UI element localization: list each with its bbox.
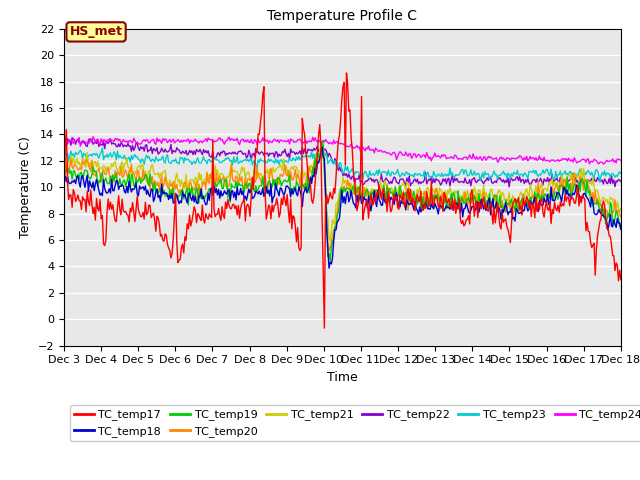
TC_temp19 bbox=[318, 138, 326, 144]
TC_temp17 bbox=[617, 276, 625, 282]
TC_temp19 bbox=[617, 221, 625, 227]
TC_temp18 bbox=[472, 207, 479, 213]
TC_temp19 bbox=[234, 186, 241, 192]
TC_temp24 bbox=[60, 138, 68, 144]
TC_temp20 bbox=[401, 191, 408, 197]
Line: TC_temp23: TC_temp23 bbox=[64, 148, 621, 182]
TC_temp21 bbox=[326, 238, 334, 243]
TC_temp22 bbox=[60, 137, 68, 143]
TC_temp23 bbox=[296, 157, 304, 163]
Line: TC_temp20: TC_temp20 bbox=[64, 152, 621, 251]
TC_temp18 bbox=[325, 265, 333, 271]
Title: Temperature Profile C: Temperature Profile C bbox=[268, 10, 417, 24]
Line: TC_temp21: TC_temp21 bbox=[64, 146, 621, 240]
TC_temp20 bbox=[60, 177, 68, 183]
Y-axis label: Temperature (C): Temperature (C) bbox=[19, 136, 32, 238]
TC_temp17 bbox=[401, 204, 408, 210]
TC_temp21 bbox=[472, 189, 479, 195]
Line: TC_temp19: TC_temp19 bbox=[64, 141, 621, 261]
TC_temp18 bbox=[318, 144, 326, 150]
TC_temp22 bbox=[375, 185, 383, 191]
TC_temp17 bbox=[568, 195, 576, 201]
TC_temp19 bbox=[401, 191, 408, 197]
TC_temp18 bbox=[617, 227, 625, 232]
TC_temp24 bbox=[399, 152, 407, 158]
TC_temp18 bbox=[401, 200, 408, 205]
TC_temp19 bbox=[60, 169, 68, 175]
TC_temp19 bbox=[295, 183, 303, 189]
X-axis label: Time: Time bbox=[327, 371, 358, 384]
TC_temp20 bbox=[318, 149, 326, 155]
TC_temp24 bbox=[470, 155, 478, 160]
TC_temp18 bbox=[295, 184, 303, 190]
TC_temp23 bbox=[234, 160, 242, 166]
TC_temp22 bbox=[568, 177, 576, 182]
TC_temp21 bbox=[617, 206, 625, 212]
TC_temp24 bbox=[234, 140, 242, 145]
TC_temp17 bbox=[295, 245, 303, 251]
TC_temp21 bbox=[60, 155, 68, 160]
TC_temp23 bbox=[60, 146, 68, 152]
TC_temp17 bbox=[234, 212, 241, 218]
TC_temp18 bbox=[568, 192, 576, 198]
Line: TC_temp22: TC_temp22 bbox=[64, 138, 621, 188]
TC_temp22 bbox=[234, 149, 242, 155]
TC_temp17 bbox=[342, 70, 350, 76]
TC_temp20 bbox=[374, 190, 381, 195]
TC_temp24 bbox=[567, 158, 575, 164]
Line: TC_temp24: TC_temp24 bbox=[64, 137, 621, 164]
TC_temp22 bbox=[617, 179, 625, 184]
TC_temp22 bbox=[401, 180, 408, 186]
TC_temp19 bbox=[472, 199, 479, 204]
TC_temp23 bbox=[470, 168, 478, 174]
TC_temp24 bbox=[89, 134, 97, 140]
TC_temp20 bbox=[325, 248, 333, 254]
TC_temp20 bbox=[472, 194, 479, 200]
TC_temp23 bbox=[567, 169, 575, 175]
TC_temp19 bbox=[374, 187, 381, 193]
TC_temp21 bbox=[401, 183, 408, 189]
TC_temp24 bbox=[600, 161, 607, 167]
Text: HS_met: HS_met bbox=[70, 25, 123, 38]
TC_temp17 bbox=[60, 193, 68, 199]
TC_temp20 bbox=[234, 174, 241, 180]
TC_temp18 bbox=[374, 188, 381, 193]
TC_temp23 bbox=[596, 179, 604, 185]
TC_temp20 bbox=[295, 174, 303, 180]
TC_temp20 bbox=[568, 190, 576, 196]
TC_temp21 bbox=[374, 188, 381, 194]
TC_temp23 bbox=[99, 145, 106, 151]
TC_temp18 bbox=[60, 173, 68, 179]
TC_temp22 bbox=[472, 179, 479, 184]
Line: TC_temp18: TC_temp18 bbox=[64, 147, 621, 268]
TC_temp17 bbox=[374, 193, 381, 199]
TC_temp21 bbox=[319, 144, 327, 149]
TC_temp23 bbox=[373, 168, 381, 173]
TC_temp19 bbox=[326, 258, 334, 264]
TC_temp18 bbox=[234, 184, 241, 190]
Legend: TC_temp17, TC_temp18, TC_temp19, TC_temp20, TC_temp21, TC_temp22, TC_temp23, TC_: TC_temp17, TC_temp18, TC_temp19, TC_temp… bbox=[70, 405, 640, 441]
TC_temp24 bbox=[296, 136, 304, 142]
TC_temp22 bbox=[68, 135, 76, 141]
Line: TC_temp17: TC_temp17 bbox=[64, 73, 621, 328]
TC_temp19 bbox=[568, 190, 576, 195]
TC_temp21 bbox=[295, 168, 303, 174]
TC_temp17 bbox=[472, 199, 479, 205]
TC_temp23 bbox=[617, 170, 625, 176]
TC_temp21 bbox=[568, 172, 576, 178]
TC_temp21 bbox=[234, 169, 241, 175]
TC_temp22 bbox=[373, 177, 381, 182]
TC_temp22 bbox=[296, 148, 304, 154]
TC_temp20 bbox=[617, 214, 625, 219]
TC_temp24 bbox=[617, 158, 625, 164]
TC_temp17 bbox=[321, 325, 328, 331]
TC_temp24 bbox=[373, 146, 381, 152]
TC_temp23 bbox=[399, 172, 407, 178]
